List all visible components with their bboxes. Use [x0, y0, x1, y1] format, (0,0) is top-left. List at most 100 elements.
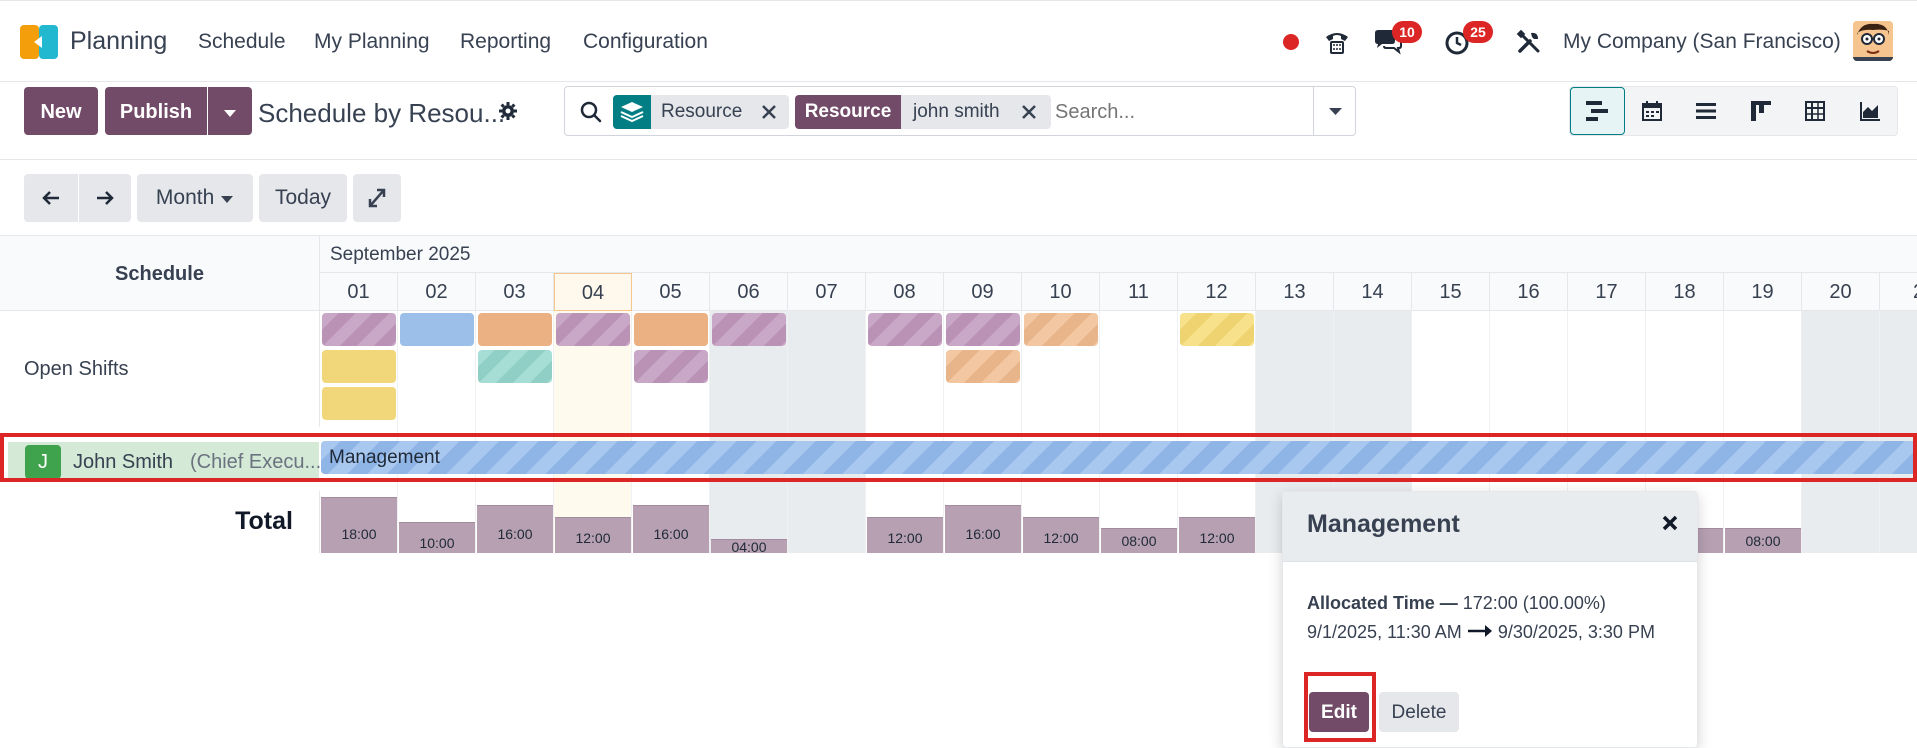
- day-column[interactable]: [1022, 311, 1100, 553]
- activities-icon[interactable]: 25: [1443, 21, 1493, 62]
- groupby-facet-value: Resource: [661, 101, 743, 122]
- shift-pill[interactable]: [556, 313, 630, 346]
- search-input[interactable]: [1053, 97, 1313, 127]
- expand-icon: [368, 188, 386, 208]
- shift-pill[interactable]: [400, 313, 474, 346]
- planning-app-icon[interactable]: [20, 25, 58, 59]
- day-column[interactable]: [1490, 311, 1568, 553]
- day-header: 20: [1802, 273, 1880, 311]
- today-button[interactable]: Today: [259, 174, 347, 222]
- day-header: 12: [1178, 273, 1256, 311]
- shift-pill[interactable]: [634, 313, 708, 346]
- shift-pill[interactable]: [1180, 313, 1254, 346]
- day-column[interactable]: [398, 311, 476, 553]
- gantt-icon: [1586, 101, 1609, 121]
- close-icon[interactable]: [761, 95, 777, 141]
- shift-pill[interactable]: [1024, 313, 1098, 346]
- kanban-view-button[interactable]: [1734, 87, 1789, 135]
- resource-role: (Chief Execu...: [190, 451, 322, 473]
- allocated-time-label: Allocated Time —: [1307, 593, 1458, 613]
- shift-pill[interactable]: [868, 313, 942, 346]
- day-column[interactable]: [788, 311, 866, 553]
- app-name[interactable]: Planning: [70, 27, 168, 55]
- management-shift-bar[interactable]: Management: [321, 441, 1917, 474]
- day-column[interactable]: [554, 311, 632, 553]
- search-options-toggle[interactable]: [1313, 87, 1356, 135]
- day-header: 11: [1100, 273, 1178, 311]
- day-column[interactable]: [1646, 311, 1724, 553]
- total-bar: 12:00: [1023, 517, 1099, 553]
- recording-status-icon[interactable]: [1282, 33, 1300, 56]
- view-switcher: [1569, 86, 1898, 136]
- day-column[interactable]: [632, 311, 710, 553]
- shift-pill[interactable]: [634, 350, 708, 383]
- page-title: Schedule by Resou...: [258, 98, 506, 128]
- day-column[interactable]: [1724, 311, 1802, 553]
- publish-button[interactable]: Publish: [105, 87, 207, 135]
- graph-view-button[interactable]: [1843, 87, 1898, 135]
- list-view-button[interactable]: [1679, 87, 1734, 135]
- shift-pill[interactable]: [946, 350, 1020, 383]
- company-switcher[interactable]: My Company (San Francisco): [1563, 30, 1841, 53]
- day-column[interactable]: [1568, 311, 1646, 553]
- shift-pill[interactable]: [478, 350, 552, 383]
- resource-name: John Smith: [73, 451, 174, 473]
- search-icon[interactable]: [579, 100, 603, 129]
- gantt-view-button[interactable]: [1570, 87, 1625, 135]
- day-column[interactable]: [476, 311, 554, 553]
- gear-icon[interactable]: [498, 101, 518, 126]
- shift-pill[interactable]: [946, 313, 1020, 346]
- day-header: 01: [320, 273, 398, 311]
- total-bar: 16:00: [477, 505, 553, 553]
- calendar-view-button[interactable]: [1625, 87, 1680, 135]
- day-header: 14: [1334, 273, 1412, 311]
- shift-pill[interactable]: [322, 387, 396, 420]
- shift-pill[interactable]: [712, 313, 786, 346]
- day-column[interactable]: [1178, 311, 1256, 553]
- pivot-view-button[interactable]: [1788, 87, 1843, 135]
- gantt-header-label: Schedule: [0, 235, 320, 311]
- area-chart-icon: [1859, 102, 1880, 121]
- menu-configuration[interactable]: Configuration: [583, 30, 708, 53]
- menu-my-planning[interactable]: My Planning: [314, 30, 430, 53]
- delete-button[interactable]: Delete: [1379, 692, 1459, 732]
- caret-down-icon: [224, 110, 236, 117]
- user-avatar[interactable]: [1853, 21, 1893, 61]
- day-column[interactable]: [320, 311, 398, 553]
- caret-down-icon: [1329, 108, 1342, 115]
- new-button[interactable]: New: [24, 87, 98, 135]
- day-column[interactable]: [710, 311, 788, 553]
- phone-icon[interactable]: [1322, 27, 1352, 62]
- day-column[interactable]: [1880, 311, 1917, 553]
- scale-dropdown[interactable]: Month: [137, 174, 253, 222]
- total-bar: 12:00: [867, 517, 943, 553]
- tools-icon[interactable]: [1516, 29, 1542, 60]
- expand-button[interactable]: [353, 174, 401, 222]
- day-header: 04: [554, 273, 632, 311]
- shift-pill[interactable]: [322, 313, 396, 346]
- day-header: 16: [1490, 273, 1568, 311]
- day-column[interactable]: [1802, 311, 1880, 553]
- total-bar: 08:00: [1725, 528, 1801, 553]
- popover-body: Allocated Time — 172:00 (100.00%) 9/1/20…: [1307, 589, 1655, 647]
- edit-button[interactable]: Edit: [1309, 692, 1369, 732]
- close-icon[interactable]: [1021, 95, 1037, 141]
- next-button[interactable]: [79, 174, 131, 222]
- menu-reporting[interactable]: Reporting: [460, 30, 552, 53]
- day-column[interactable]: [944, 311, 1022, 553]
- search-bar[interactable]: Resource Resource john smith: [564, 86, 1356, 136]
- gantt-month-header: September 2025: [320, 235, 1917, 273]
- day-header: 18: [1646, 273, 1724, 311]
- shift-pill[interactable]: [322, 350, 396, 383]
- messages-icon[interactable]: 10: [1372, 21, 1422, 62]
- close-icon[interactable]: [1661, 514, 1679, 537]
- previous-button[interactable]: [24, 174, 78, 222]
- day-column[interactable]: [1412, 311, 1490, 553]
- menu-schedule[interactable]: Schedule: [198, 30, 286, 53]
- day-column[interactable]: [866, 311, 944, 553]
- day-column[interactable]: [1100, 311, 1178, 553]
- arrow-right-icon: [1467, 625, 1492, 637]
- publish-dropdown-toggle[interactable]: [208, 87, 252, 135]
- highlight-edit-outline: [1304, 672, 1376, 742]
- shift-pill[interactable]: [478, 313, 552, 346]
